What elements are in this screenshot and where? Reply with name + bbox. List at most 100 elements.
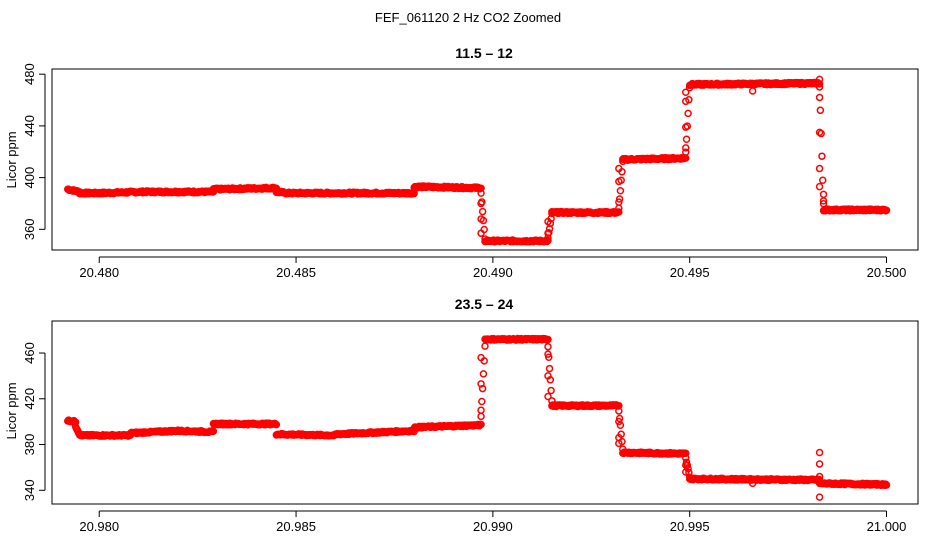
panel-2-data-point bbox=[478, 397, 486, 406]
panel-1-ylabel: Licor ppm bbox=[4, 131, 19, 188]
panel-2-ylabel: Licor ppm bbox=[4, 382, 19, 439]
panel-1-data-point bbox=[815, 93, 824, 102]
panel-2-axes: 20.980 20.985 20.990 20.995 21.000 340 380 420 4… bbox=[22, 342, 906, 534]
panel-1-data-point bbox=[882, 206, 891, 215]
panel-2-data-point bbox=[477, 353, 485, 362]
panel-2-data-point bbox=[544, 372, 552, 380]
panel-2-x-tick-label: 20.995 bbox=[670, 519, 710, 534]
panel-1-title: 11.5 – 12 bbox=[455, 45, 513, 61]
panel-2-x-tick-label: 20.985 bbox=[276, 519, 316, 534]
panel-2-data-point bbox=[682, 468, 690, 476]
panel-1-data-point bbox=[477, 215, 485, 223]
panel-2-data-point bbox=[477, 380, 485, 388]
panel-2-data-point bbox=[682, 449, 690, 457]
chart-panel-1: 11.5 – 12 Licor ppm 20.480 20.485 20.490 20… bbox=[4, 45, 919, 280]
panel-2-data-point bbox=[481, 342, 489, 350]
panel-2-x-tick-label: 21.000 bbox=[867, 519, 907, 534]
panel-1-x-tick-label: 20.490 bbox=[473, 265, 513, 280]
panel-2-data-point bbox=[815, 448, 824, 457]
panel-2-points bbox=[64, 334, 891, 501]
panel-2-plot-frame bbox=[51, 320, 919, 505]
panel-1-data-point bbox=[615, 208, 623, 216]
panel-1-points bbox=[64, 75, 891, 246]
panel-2-data-point bbox=[477, 412, 485, 421]
panel-1-axes: 20.480 20.485 20.490 20.495 20.500 360 400 440 4… bbox=[22, 63, 906, 280]
panel-2-data-point bbox=[477, 406, 485, 414]
panel-1-data-point bbox=[815, 75, 824, 84]
panel-2-y-tick-label: 340 bbox=[22, 479, 37, 501]
panel-1-x-tick-label: 20.495 bbox=[670, 265, 710, 280]
panel-1-y-tick-label: 400 bbox=[22, 167, 37, 189]
panel-2-y-tick-label: 380 bbox=[22, 434, 37, 456]
panel-1-plot-frame bbox=[51, 68, 919, 251]
chart-panel-2: 23.5 – 24 Licor ppm 20.980 20.985 20.990 20… bbox=[4, 296, 919, 534]
panel-2-data-point bbox=[748, 479, 757, 488]
panel-1-x-tick-label: 20.485 bbox=[276, 265, 316, 280]
panel-2-data-point bbox=[615, 407, 623, 415]
panel-2-x-tick-label: 20.990 bbox=[473, 519, 513, 534]
panel-2-data-point bbox=[272, 420, 281, 429]
panel-2-data-point bbox=[615, 414, 624, 423]
panel-1-data-point bbox=[544, 229, 552, 237]
panel-2-title: 23.5 – 24 bbox=[455, 296, 514, 312]
panel-2-data-point bbox=[615, 439, 623, 448]
panel-1-data-point bbox=[815, 182, 824, 191]
panel-2-y-tick-label: 420 bbox=[22, 388, 37, 410]
panel-1-data-point bbox=[477, 189, 485, 197]
panel-1-data-point bbox=[815, 80, 824, 88]
panel-2-data-point bbox=[815, 493, 824, 501]
panel-1-data-point bbox=[682, 144, 690, 152]
panel-1-y-tick-label: 360 bbox=[22, 218, 37, 240]
panel-2-data-point bbox=[682, 454, 690, 462]
figure-title: FEF_061120 2 Hz CO2 Zoomed bbox=[375, 10, 561, 25]
panel-1-data-point bbox=[682, 135, 691, 144]
panel-1-data-point bbox=[682, 123, 690, 131]
panel-2-data-point bbox=[545, 364, 554, 373]
panel-2-data-point bbox=[815, 460, 824, 468]
panel-1-data-point bbox=[477, 229, 485, 237]
panel-2-x-tick-label: 20.980 bbox=[79, 519, 119, 534]
panel-1-data-point bbox=[615, 177, 623, 186]
panel-2-data-point bbox=[544, 350, 552, 358]
panel-1-data-point bbox=[816, 106, 825, 115]
panel-1-data-point bbox=[819, 190, 828, 199]
panel-1-data-point bbox=[684, 109, 692, 118]
panel-1-data-point bbox=[818, 176, 827, 184]
panel-2-data-point bbox=[545, 353, 553, 361]
panel-1-data-point bbox=[477, 199, 485, 208]
panel-1-data-point bbox=[682, 97, 690, 106]
panel-1-x-tick-label: 20.480 bbox=[79, 265, 119, 280]
panel-1-data-point bbox=[616, 186, 625, 195]
panel-1-data-point bbox=[819, 197, 828, 205]
panel-1-data-point bbox=[748, 87, 757, 95]
panel-1-data-point bbox=[818, 152, 826, 160]
panel-2-data-point bbox=[882, 481, 891, 489]
panel-2-data-point bbox=[615, 417, 623, 426]
panel-1-x-tick-label: 20.500 bbox=[867, 265, 907, 280]
panel-2-data-point bbox=[544, 342, 552, 351]
panel-2-data-point bbox=[616, 421, 625, 429]
panel-2-data-point bbox=[477, 420, 485, 429]
panel-2-data-point bbox=[479, 370, 488, 378]
panel-1-data-point bbox=[682, 148, 690, 156]
panel-1-data-point bbox=[615, 198, 623, 206]
panel-1-data-point bbox=[477, 184, 485, 193]
panel-1-data-point bbox=[815, 83, 824, 91]
panel-1-data-point bbox=[615, 195, 624, 203]
panel-1-data-point bbox=[815, 164, 824, 173]
panel-1-data-point bbox=[478, 207, 487, 216]
panel-2-data-point bbox=[682, 461, 690, 469]
panel-1-data-point bbox=[682, 88, 690, 97]
panel-2-data-point bbox=[544, 335, 552, 344]
panel-2-data-point bbox=[478, 384, 487, 393]
panel-2-data-point bbox=[544, 392, 552, 401]
panel-2-y-tick-label: 460 bbox=[22, 342, 37, 364]
panel-1-data-point bbox=[615, 164, 623, 173]
panel-2-data-point bbox=[815, 472, 824, 481]
panel-1-data-point bbox=[544, 236, 552, 245]
panel-1-y-tick-label: 480 bbox=[22, 63, 37, 85]
panel-1-y-tick-label: 440 bbox=[22, 115, 37, 137]
panel-1-data-point bbox=[815, 128, 824, 137]
panel-2-data-point bbox=[547, 386, 555, 395]
